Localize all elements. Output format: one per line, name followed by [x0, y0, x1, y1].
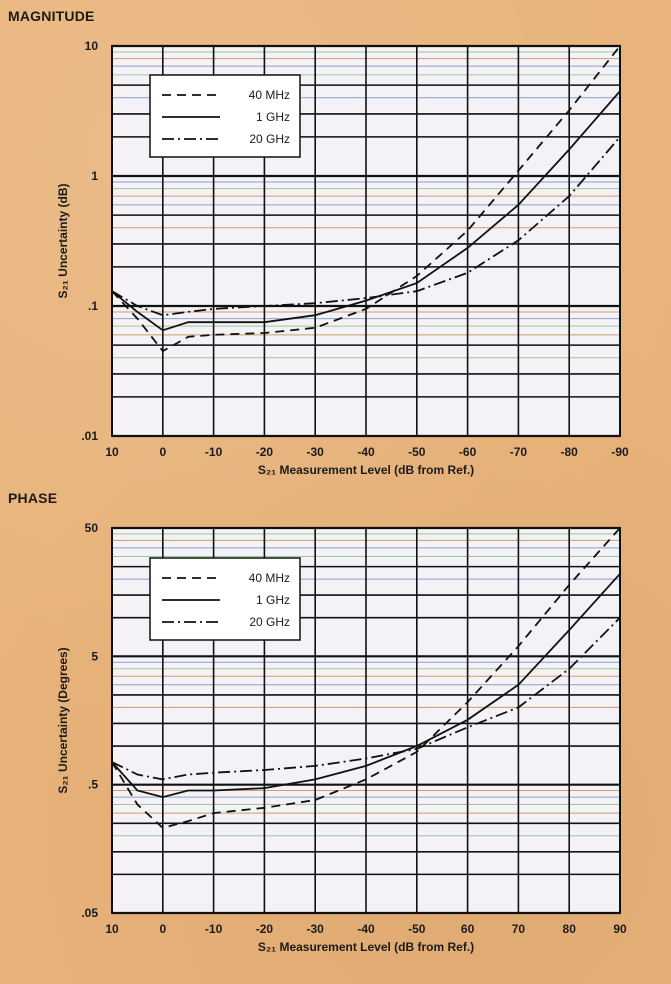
x-tick-label: -60 — [459, 445, 477, 459]
plot-frame — [111, 527, 621, 914]
series-line-1-ghz — [111, 573, 621, 799]
legend-box — [149, 74, 301, 158]
y-tick-label: 50 — [85, 521, 99, 535]
x-tick-label: -30 — [307, 445, 325, 459]
x-tick-label: -20 — [256, 445, 274, 459]
y-tick-label: 1 — [91, 169, 98, 183]
y-tick-label: 10 — [85, 39, 99, 53]
y-tick-label: .05 — [81, 906, 98, 920]
x-tick-label: 90 — [613, 922, 627, 936]
x-axis-label: S₂₁ Measurement Level (dB from Ref.) — [258, 463, 474, 477]
x-tick-label: -10 — [205, 445, 223, 459]
plot-frame — [111, 45, 621, 437]
y-axis-label: S₂₁ Uncertainty (Degrees) — [56, 647, 70, 793]
series-line-20-ghz — [111, 617, 621, 781]
x-tick-label: 10 — [105, 445, 119, 459]
y-tick-label: 5 — [91, 649, 98, 663]
legend-entry: 20 GHz — [249, 132, 290, 146]
x-tick-label: -20 — [256, 922, 274, 936]
series-line-1-ghz — [111, 90, 621, 332]
x-tick-label: 0 — [159, 922, 166, 936]
magnitude-section-title: MAGNITUDE — [8, 8, 95, 24]
series-line-40-mhz — [111, 527, 621, 829]
x-tick-label: -50 — [408, 922, 426, 936]
y-axis-label: S₂₁ Uncertainty (dB) — [56, 184, 70, 299]
x-tick-label: 10 — [105, 922, 119, 936]
x-tick-label: -70 — [510, 445, 528, 459]
x-tick-label: -50 — [408, 445, 426, 459]
y-tick-label: .1 — [88, 299, 98, 313]
y-tick-label: .5 — [88, 778, 98, 792]
legend-entry: 20 GHz — [249, 615, 290, 629]
x-axis-label: S₂₁ Measurement Level (dB from Ref.) — [258, 940, 474, 954]
x-tick-label: -10 — [205, 922, 223, 936]
legend-entry: 1 GHz — [256, 593, 290, 607]
x-tick-label: 60 — [461, 922, 475, 936]
x-tick-label: 0 — [159, 445, 166, 459]
x-tick-label: -40 — [357, 445, 375, 459]
legend-entry: 40 MHz — [249, 571, 290, 585]
phase-section-title: PHASE — [8, 490, 58, 506]
x-tick-label: -40 — [357, 922, 375, 936]
x-tick-label: 80 — [563, 922, 577, 936]
x-tick-label: -30 — [307, 922, 325, 936]
y-tick-label: .01 — [81, 429, 98, 443]
legend-box — [149, 557, 301, 641]
x-tick-label: -90 — [611, 445, 629, 459]
series-line-20-ghz — [111, 136, 621, 317]
x-tick-label: -80 — [561, 445, 579, 459]
legend-entry: 1 GHz — [256, 110, 290, 124]
legend-entry: 40 MHz — [249, 88, 290, 102]
series-line-40-mhz — [111, 45, 621, 353]
x-tick-label: 70 — [512, 922, 526, 936]
